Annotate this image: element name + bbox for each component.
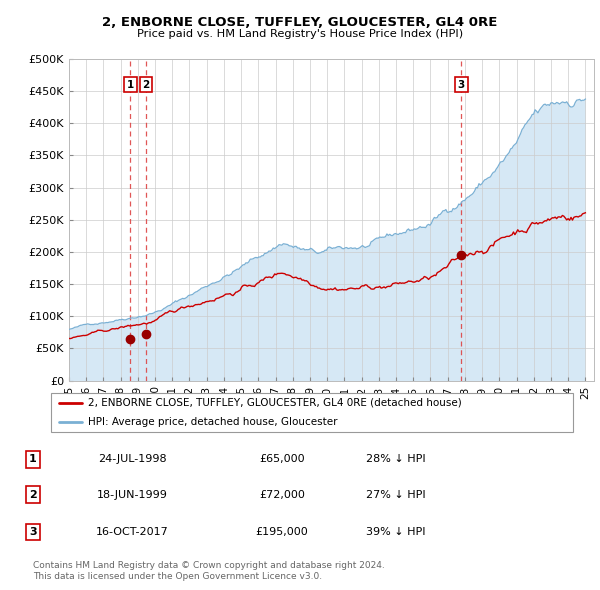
Text: 1: 1 [29,454,37,464]
Text: 2, ENBORNE CLOSE, TUFFLEY, GLOUCESTER, GL4 0RE (detached house): 2, ENBORNE CLOSE, TUFFLEY, GLOUCESTER, G… [88,398,461,408]
Text: Contains HM Land Registry data © Crown copyright and database right 2024.: Contains HM Land Registry data © Crown c… [33,560,385,569]
Text: 2: 2 [142,80,149,90]
Text: 16-OCT-2017: 16-OCT-2017 [95,527,169,537]
Text: HPI: Average price, detached house, Gloucester: HPI: Average price, detached house, Glou… [88,417,337,427]
Text: 39% ↓ HPI: 39% ↓ HPI [366,527,426,537]
Text: 18-JUN-1999: 18-JUN-1999 [97,490,167,500]
Text: Price paid vs. HM Land Registry's House Price Index (HPI): Price paid vs. HM Land Registry's House … [137,30,463,39]
Text: £65,000: £65,000 [259,454,305,464]
Text: 3: 3 [29,527,37,537]
Text: 1: 1 [127,80,134,90]
Text: 24-JUL-1998: 24-JUL-1998 [98,454,166,464]
Text: £72,000: £72,000 [259,490,305,500]
Text: £195,000: £195,000 [256,527,308,537]
Text: 28% ↓ HPI: 28% ↓ HPI [366,454,426,464]
Text: 2: 2 [29,490,37,500]
FancyBboxPatch shape [50,394,574,431]
Text: 3: 3 [458,80,465,90]
Text: 27% ↓ HPI: 27% ↓ HPI [366,490,426,500]
Text: This data is licensed under the Open Government Licence v3.0.: This data is licensed under the Open Gov… [33,572,322,581]
Text: 2, ENBORNE CLOSE, TUFFLEY, GLOUCESTER, GL4 0RE: 2, ENBORNE CLOSE, TUFFLEY, GLOUCESTER, G… [103,16,497,29]
